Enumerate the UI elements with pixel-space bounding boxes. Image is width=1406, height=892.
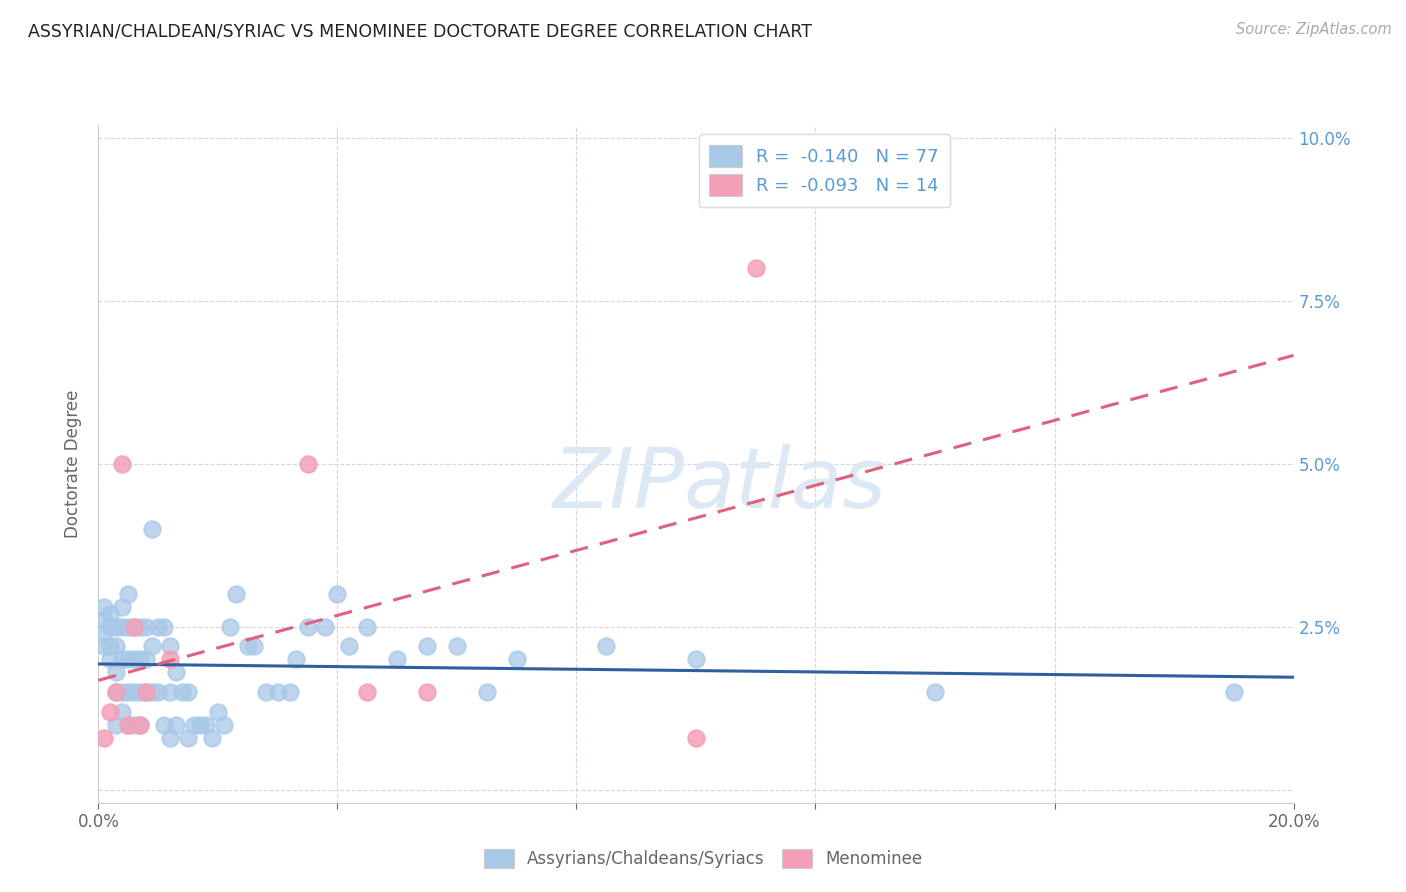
Point	[111, 457, 134, 471]
Point	[201, 731, 224, 745]
Point	[100, 705, 122, 719]
Point	[124, 620, 146, 634]
Point	[124, 620, 146, 634]
Point	[100, 607, 122, 621]
Point	[745, 261, 768, 276]
Point	[135, 685, 157, 699]
Point	[446, 640, 468, 654]
Point	[129, 717, 152, 731]
Point	[129, 652, 152, 666]
Point	[105, 685, 128, 699]
Y-axis label: Doctorate Degree: Doctorate Degree	[65, 390, 83, 538]
Point	[356, 620, 378, 634]
Point	[111, 705, 134, 719]
Point	[326, 587, 349, 601]
Point	[93, 640, 115, 654]
Point	[93, 600, 115, 615]
Text: ZIPatlas: ZIPatlas	[553, 443, 887, 524]
Point	[135, 652, 157, 666]
Point	[105, 620, 128, 634]
Point	[243, 640, 266, 654]
Point	[315, 620, 337, 634]
Point	[595, 640, 617, 654]
Point	[100, 640, 122, 654]
Point	[195, 717, 218, 731]
Point	[148, 620, 170, 634]
Point	[254, 685, 277, 699]
Point	[183, 717, 205, 731]
Point	[129, 620, 152, 634]
Point	[124, 652, 146, 666]
Text: ASSYRIAN/CHALDEAN/SYRIAC VS MENOMINEE DOCTORATE DEGREE CORRELATION CHART: ASSYRIAN/CHALDEAN/SYRIAC VS MENOMINEE DO…	[28, 22, 813, 40]
Point	[111, 652, 134, 666]
Point	[100, 620, 122, 634]
Point	[117, 717, 139, 731]
Point	[135, 620, 157, 634]
Point	[105, 640, 128, 654]
Point	[159, 731, 181, 745]
Point	[297, 457, 319, 471]
Point	[100, 652, 122, 666]
Point	[153, 717, 176, 731]
Point	[219, 620, 242, 634]
Point	[117, 652, 139, 666]
Point	[236, 640, 259, 654]
Point	[117, 685, 139, 699]
Point	[212, 717, 235, 731]
Point	[93, 626, 115, 640]
Point	[105, 685, 128, 699]
Point	[177, 731, 200, 745]
Point	[685, 731, 707, 745]
Point	[284, 652, 307, 666]
Point	[124, 685, 146, 699]
Point	[111, 620, 134, 634]
Text: Source: ZipAtlas.com: Source: ZipAtlas.com	[1236, 22, 1392, 37]
Point	[117, 620, 139, 634]
Point	[159, 685, 181, 699]
Point	[188, 717, 211, 731]
Point	[225, 587, 247, 601]
Point	[475, 685, 498, 699]
Point	[685, 652, 707, 666]
Point	[416, 640, 439, 654]
Point	[105, 717, 128, 731]
Point	[153, 620, 176, 634]
Point	[165, 717, 187, 731]
Point	[356, 685, 378, 699]
Point	[148, 685, 170, 699]
Point	[385, 652, 409, 666]
Point	[416, 685, 439, 699]
Point	[129, 685, 152, 699]
Point	[111, 600, 134, 615]
Point	[111, 685, 134, 699]
Legend: Assyrians/Chaldeans/Syriacs, Menominee: Assyrians/Chaldeans/Syriacs, Menominee	[477, 843, 929, 875]
Point	[124, 717, 146, 731]
Point	[159, 640, 181, 654]
Point	[93, 731, 115, 745]
Point	[278, 685, 301, 699]
Point	[1223, 685, 1246, 699]
Point	[141, 522, 163, 536]
Point	[165, 665, 187, 680]
Point	[339, 640, 360, 654]
Point	[129, 717, 152, 731]
Legend: R =  -0.140   N = 77, R =  -0.093   N = 14: R = -0.140 N = 77, R = -0.093 N = 14	[699, 134, 950, 207]
Point	[135, 685, 157, 699]
Point	[177, 685, 200, 699]
Point	[141, 685, 163, 699]
Point	[172, 685, 194, 699]
Point	[141, 640, 163, 654]
Point	[117, 717, 139, 731]
Point	[207, 705, 229, 719]
Point	[159, 652, 181, 666]
Point	[117, 587, 139, 601]
Point	[93, 613, 115, 627]
Point	[105, 665, 128, 680]
Point	[506, 652, 529, 666]
Point	[924, 685, 946, 699]
Point	[267, 685, 290, 699]
Point	[297, 620, 319, 634]
